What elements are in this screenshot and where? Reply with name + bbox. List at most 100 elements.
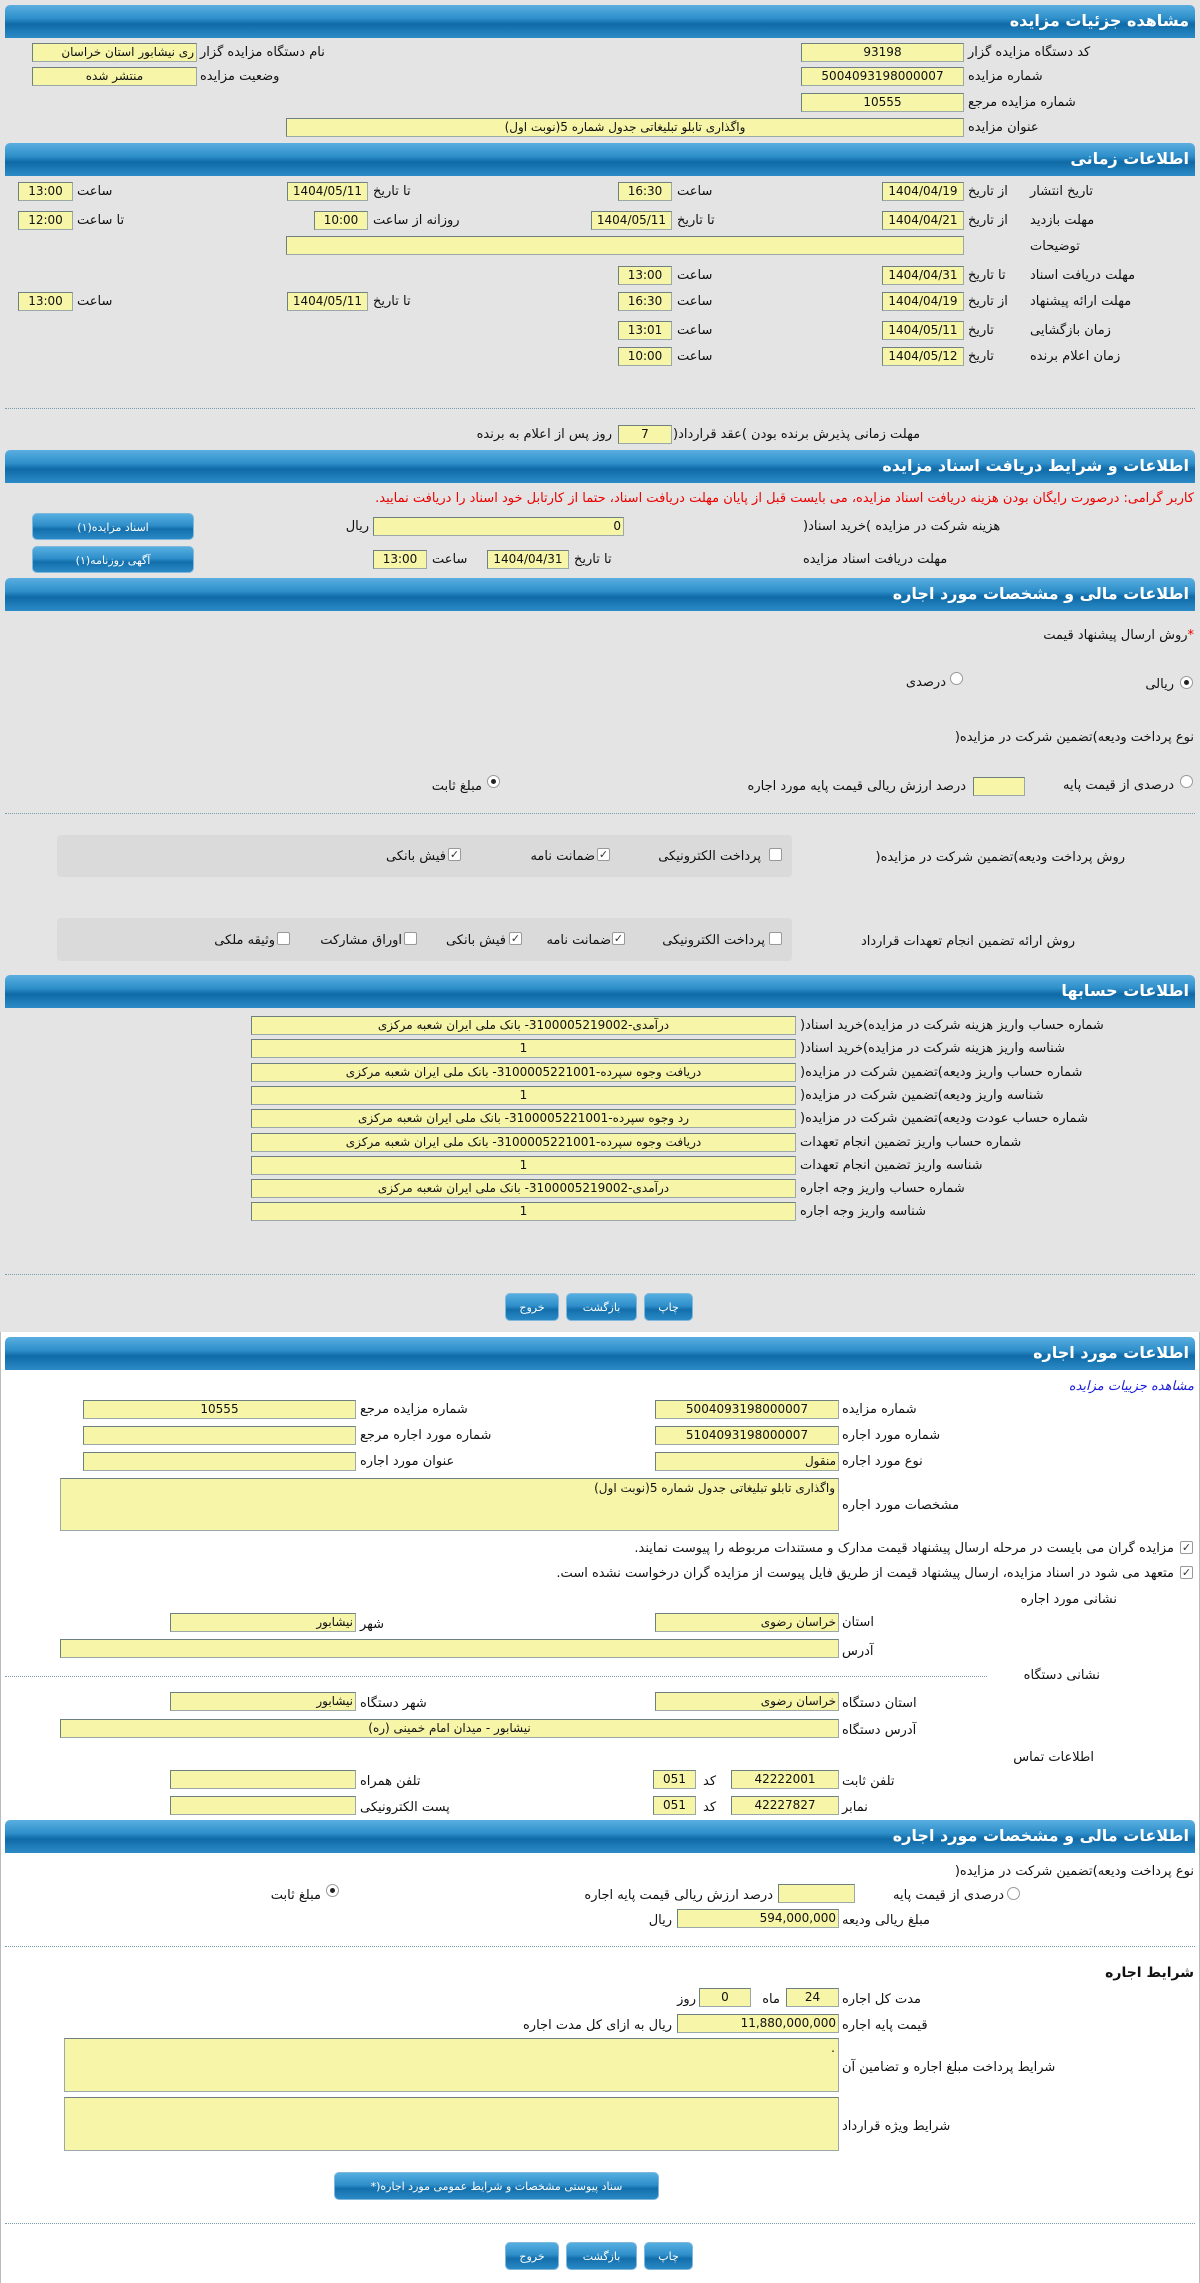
description-field xyxy=(286,236,964,255)
date-label: تاریخ xyxy=(968,323,994,338)
lease-item-number: 5104093198000007 xyxy=(655,1426,839,1445)
lease-fixed-amount: مبلغ ثابت xyxy=(270,1888,321,1903)
org-name-label: نام دستگاه مزایده گزار xyxy=(200,45,325,60)
lease-item-ref xyxy=(83,1426,356,1445)
reference-number-field: 10555 xyxy=(801,93,964,112)
org-province-label: استان دستگاه xyxy=(842,1696,917,1711)
org-code-field: 93198 xyxy=(801,43,964,62)
from-date-label: از تاریخ xyxy=(968,294,1008,309)
percent-suffix-label: درصد ارزش ریالی قیمت پایه مورد اجاره xyxy=(747,779,966,794)
reference-number-label: شماره مزایده مرجع xyxy=(968,95,1076,110)
fax-label: نمابر xyxy=(842,1800,868,1815)
lease-terms-title: شرایط اجاره xyxy=(1105,1965,1194,1981)
percent-value-field[interactable] xyxy=(973,777,1025,796)
lease-item-title xyxy=(83,1452,356,1471)
price-method-label: *روش ارسال پیشنهاد قیمت xyxy=(1043,626,1194,645)
account-label: شناسه واریز تضمین انجام تعهدات xyxy=(800,1157,983,1173)
account-value-field: درآمدی-3100005219002- بانک ملی ایران شعب… xyxy=(251,1179,796,1199)
deposit-method-receipt: فیش بانکی xyxy=(385,849,446,864)
to-date-label: تا تاریخ xyxy=(574,552,612,567)
docs-deadline-date: 1404/04/31 xyxy=(882,266,964,285)
price-method-text: روش ارسال پیشنهاد قیمت xyxy=(1043,628,1188,643)
lease-percent-suffix: درصد ارزش ریالی قیمت پایه اجاره xyxy=(584,1888,773,1903)
checkbox-guarantee-letter[interactable]: ✓ xyxy=(612,932,625,945)
day-label: روز xyxy=(677,1992,696,2007)
contract-days-suffix: روز پس از اعلام به برنده xyxy=(476,427,612,442)
org-address-label: آدرس دستگاه xyxy=(842,1723,917,1738)
back-button[interactable]: بازگشت xyxy=(566,1293,637,1321)
rial-option-label: ریالی xyxy=(1145,677,1174,692)
docs-fee-field: 0 xyxy=(373,517,624,536)
lease-type-label: نوع مورد اجاره xyxy=(842,1454,923,1469)
docs-fee-label: هزینه شرکت در مزایده )خرید اسناد( xyxy=(803,519,1001,534)
account-value-field: دریافت وجوه سپرده-3100005221001- بانک مل… xyxy=(251,1062,796,1082)
exit-button[interactable]: خروج xyxy=(505,1293,559,1321)
radio-percent-of-base[interactable] xyxy=(1180,775,1193,788)
auction-details-link[interactable]: مشاهده جزییات مزایده xyxy=(1068,1379,1194,1394)
org-city: نیشابور xyxy=(170,1692,356,1711)
deposit-methods-box xyxy=(57,835,792,877)
lease-attachment-button[interactable]: سناد پیوستی مشخصات و شرایط عمومی مورد اج… xyxy=(334,2172,659,2200)
months-field: 24 xyxy=(786,1988,839,2007)
visit-label: مهلت بازدید xyxy=(1030,213,1095,228)
confirm-no-file-offer: متعهد می شود در اسناد مزایده، ارسال پیشن… xyxy=(556,1566,1174,1581)
print-button[interactable]: چاپ xyxy=(644,2242,693,2270)
checkbox-attach-docs: ✓ xyxy=(1180,1541,1193,1554)
radio-fixed-amount[interactable] xyxy=(326,1884,339,1897)
divider xyxy=(5,813,1195,814)
auction-status-field: منتشر شده xyxy=(32,67,197,86)
newspaper-ad-button[interactable]: آگهی روزنامه(۱) xyxy=(32,546,194,573)
base-price-suffix: ریال به ازای کل مدت اجاره xyxy=(523,2018,672,2033)
checkbox-bank-receipt[interactable]: ✓ xyxy=(509,932,522,945)
lease-auction-number-label: شماره مزایده xyxy=(842,1402,917,1417)
account-label: شماره حساب واریز وجه اجاره xyxy=(800,1181,965,1197)
winner-date: 1404/05/12 xyxy=(882,347,964,366)
org-address-title: نشانی دستگاه xyxy=(1023,1668,1100,1683)
checkbox-property-collateral[interactable] xyxy=(277,932,290,945)
exit-button[interactable]: خروج xyxy=(505,2242,559,2270)
print-button[interactable]: چاپ xyxy=(644,1293,693,1321)
percent-of-base-label: درصدی از قیمت پایه xyxy=(1063,778,1174,793)
divider xyxy=(5,1676,987,1677)
auction-documents-button[interactable]: اسناد مزایده(۱) xyxy=(32,513,194,540)
back-button[interactable]: بازگشت xyxy=(566,2242,637,2270)
winner-label: زمان اعلام برنده xyxy=(1030,349,1121,364)
checkbox-bank-receipt[interactable]: ✓ xyxy=(448,848,461,861)
radio-fixed-amount[interactable] xyxy=(487,775,500,788)
divider xyxy=(5,408,1195,409)
offer-deadline-label: مهلت ارائه پیشنهاد xyxy=(1030,294,1132,309)
org-address: نیشابور - میدان امام خمینی (ره) xyxy=(60,1719,839,1738)
section-header-auction-details: مشاهده جزئیات مزایده xyxy=(5,5,1195,38)
radio-percent-of-base[interactable] xyxy=(1007,1887,1020,1900)
account-value-field: درآمدی-3100005219002- بانک ملی ایران شعب… xyxy=(251,1016,796,1035)
from-date-label: از تاریخ xyxy=(968,184,1008,199)
auction-status-label: وضعیت مزایده xyxy=(200,69,280,84)
special-terms-label: شرایط ویژه قرارداد xyxy=(842,2119,951,2134)
duration-label: مدت کل اجاره xyxy=(842,1992,922,2007)
payment-terms-label: شرایط پرداخت مبلغ اجاره و تضامین آن xyxy=(842,2060,1056,2075)
org-code-label: کد دستگاه مزایده گزار xyxy=(968,45,1091,60)
checkbox-electronic-payment[interactable] xyxy=(769,932,782,945)
deposit-amount-field: 594,000,000 xyxy=(677,1909,839,1928)
contact-title: اطلاعات تماس xyxy=(1013,1750,1094,1765)
account-value-field: 1 xyxy=(251,1039,796,1059)
guarantee-bonds: اوراق مشارکت xyxy=(320,933,402,948)
lease-item-title-label: عنوان مورد اجاره xyxy=(360,1454,455,1469)
checkbox-guarantee-letter[interactable]: ✓ xyxy=(597,848,610,861)
lease-percent-field[interactable] xyxy=(778,1884,855,1903)
guarantee-property: وثیقه ملکی xyxy=(214,933,275,948)
publish-from-time: 16:30 xyxy=(618,182,672,201)
guarantee-method-label: روش ارائه تضمین انجام تعهدات قرارداد xyxy=(860,934,1075,949)
offer-from-time: 16:30 xyxy=(618,292,672,311)
to-date-label: تا تاریخ xyxy=(677,213,715,228)
lease-city: نیشابور xyxy=(170,1613,356,1632)
section-header-docs: اطلاعات و شرایط دریافت اسناد مزایده xyxy=(5,450,1195,483)
checkbox-bonds[interactable] xyxy=(404,932,417,945)
hour-label: ساعت xyxy=(677,323,713,338)
radio-percent[interactable] xyxy=(950,672,963,685)
radio-rial[interactable] xyxy=(1180,676,1193,689)
account-value-field: رد وجوه سپرده-3100005221001- بانک ملی ای… xyxy=(251,1109,796,1129)
checkbox-electronic-payment[interactable] xyxy=(769,848,782,861)
opening-date: 1404/05/11 xyxy=(882,321,964,340)
divider xyxy=(5,1946,1195,1947)
